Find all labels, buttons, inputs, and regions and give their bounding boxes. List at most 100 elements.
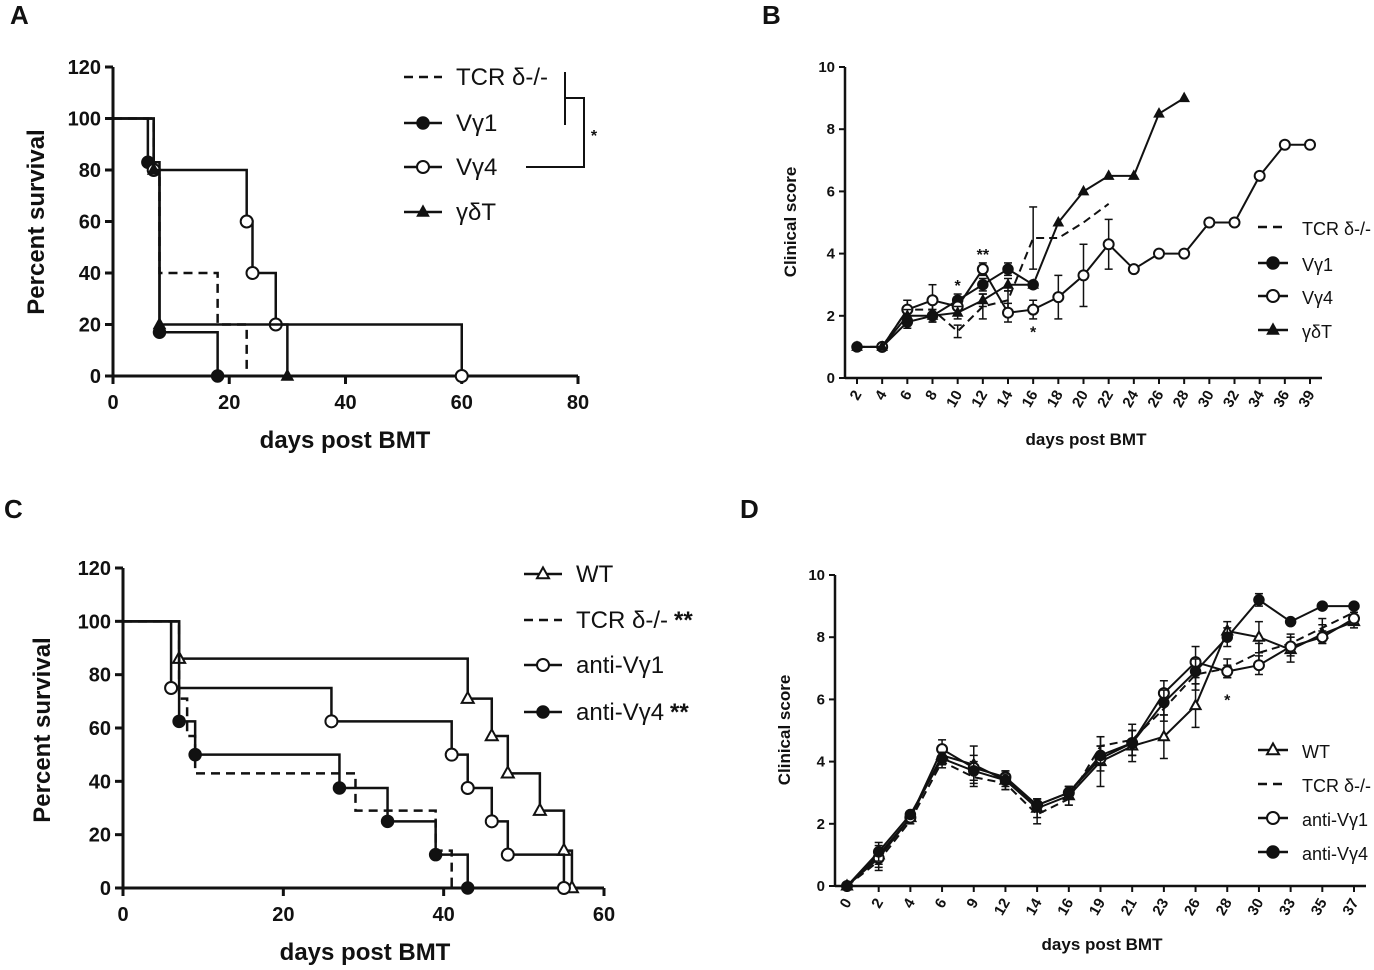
chart-a-axes: 0 20 40 60 80 0 20 40 60 80 100 120 bbox=[68, 57, 590, 414]
legend-label-3: anti-Vγ4 bbox=[1302, 844, 1368, 864]
x-tick-label: 40 bbox=[334, 392, 356, 414]
x-tick-label: 2 bbox=[847, 388, 866, 404]
data-point bbox=[556, 881, 571, 895]
data-point bbox=[210, 369, 225, 383]
series-line-1 bbox=[113, 117, 230, 378]
legend-marker bbox=[1266, 845, 1280, 859]
data-point bbox=[1153, 107, 1165, 118]
data-point bbox=[444, 747, 459, 762]
data-point bbox=[1153, 247, 1165, 260]
x-tick-label: 37 bbox=[1339, 896, 1362, 919]
data-point bbox=[484, 814, 499, 829]
data-point bbox=[1031, 799, 1043, 811]
x-tick-label: 2 bbox=[868, 896, 887, 912]
y-tick-label: 0 bbox=[817, 878, 825, 895]
data-point bbox=[1077, 269, 1090, 282]
legend-label-0: TCR δ-/- bbox=[456, 64, 548, 91]
x-tick-label: 60 bbox=[451, 392, 473, 414]
y-tick-label: 40 bbox=[89, 771, 111, 793]
chart-b-xlabel: days post BMT bbox=[1026, 430, 1148, 449]
data-point bbox=[951, 306, 964, 317]
data-point bbox=[1094, 749, 1107, 762]
data-point bbox=[460, 881, 475, 895]
data-point bbox=[1252, 659, 1265, 672]
y-tick-label: 2 bbox=[827, 308, 835, 325]
data-point bbox=[380, 814, 395, 829]
data-point bbox=[1316, 631, 1329, 644]
data-point bbox=[901, 309, 914, 320]
series-line-0 bbox=[113, 117, 288, 378]
legend-marker bbox=[1266, 256, 1280, 270]
y-tick-label: 80 bbox=[79, 160, 101, 182]
legend-marker bbox=[536, 705, 550, 719]
series-line-3 bbox=[113, 117, 289, 376]
data-point bbox=[454, 369, 469, 383]
x-tick-label: 22 bbox=[1094, 388, 1117, 411]
data-point bbox=[876, 340, 889, 351]
y-tick-label: 60 bbox=[79, 212, 101, 234]
chart-b-ylabel: Clinical score bbox=[781, 167, 800, 278]
chart-d-legend: WT TCR δ-/- anti-Vγ1 anti-Vγ4 bbox=[1258, 741, 1371, 864]
chart-b-legend: TCR δ-/- Vγ1 Vγ4 γδT bbox=[1258, 219, 1371, 342]
data-point bbox=[1188, 698, 1203, 711]
data-point bbox=[1203, 216, 1216, 229]
data-point bbox=[1221, 631, 1233, 643]
y-tick-label: 8 bbox=[827, 121, 835, 138]
data-point bbox=[1252, 629, 1266, 642]
legend-marker bbox=[416, 204, 430, 217]
x-tick-label: 10 bbox=[943, 388, 966, 411]
legend-label-3: anti-Vγ4 ** bbox=[576, 699, 689, 726]
x-tick-label: 33 bbox=[1276, 896, 1299, 919]
data-point bbox=[188, 747, 202, 762]
data-point bbox=[324, 714, 339, 729]
data-point bbox=[1178, 247, 1191, 260]
data-point bbox=[968, 765, 980, 777]
panel-letter-d: D bbox=[740, 494, 759, 524]
y-tick-label: 0 bbox=[827, 370, 835, 387]
data-point bbox=[904, 808, 917, 821]
significance-annotation: * bbox=[955, 278, 962, 295]
chart-a-xlabel: days post BMT bbox=[260, 427, 431, 454]
data-point bbox=[1127, 263, 1140, 276]
x-tick-label: 80 bbox=[567, 392, 589, 414]
x-tick-label: 28 bbox=[1213, 896, 1236, 919]
data-point bbox=[1304, 138, 1316, 151]
y-tick-label: 2 bbox=[817, 816, 825, 833]
chart-a-series bbox=[113, 117, 469, 383]
x-tick-label: 19 bbox=[1086, 896, 1109, 919]
data-point bbox=[239, 214, 254, 229]
legend-marker bbox=[416, 116, 430, 130]
data-point bbox=[1157, 729, 1171, 742]
data-point bbox=[1253, 594, 1265, 606]
data-point bbox=[1158, 696, 1170, 709]
data-point bbox=[1126, 737, 1138, 749]
data-point bbox=[926, 309, 939, 320]
data-point bbox=[1284, 615, 1297, 628]
data-point bbox=[976, 263, 989, 276]
data-point bbox=[164, 681, 179, 695]
x-tick-label: 14 bbox=[1023, 895, 1046, 919]
y-tick-label: 60 bbox=[89, 718, 111, 740]
x-tick-label: 20 bbox=[218, 392, 240, 414]
series-line-3 bbox=[857, 97, 1185, 348]
x-tick-label: 39 bbox=[1295, 388, 1318, 411]
data-point bbox=[460, 781, 475, 795]
x-tick-label: 26 bbox=[1144, 388, 1167, 411]
data-point bbox=[1178, 91, 1191, 103]
data-point bbox=[1228, 216, 1241, 229]
data-point bbox=[146, 162, 161, 175]
y-tick-label: 0 bbox=[90, 366, 101, 388]
data-point bbox=[1002, 306, 1014, 319]
legend-significance: ** bbox=[670, 699, 689, 726]
data-point bbox=[1316, 600, 1329, 612]
x-tick-label: 14 bbox=[993, 387, 1016, 411]
series-line-0 bbox=[123, 620, 574, 888]
data-point bbox=[1052, 215, 1065, 227]
x-tick-label: 4 bbox=[900, 895, 919, 911]
data-point bbox=[1127, 169, 1140, 180]
x-tick-label: 28 bbox=[1170, 388, 1193, 411]
data-point bbox=[1077, 184, 1090, 196]
data-point bbox=[1278, 138, 1291, 151]
